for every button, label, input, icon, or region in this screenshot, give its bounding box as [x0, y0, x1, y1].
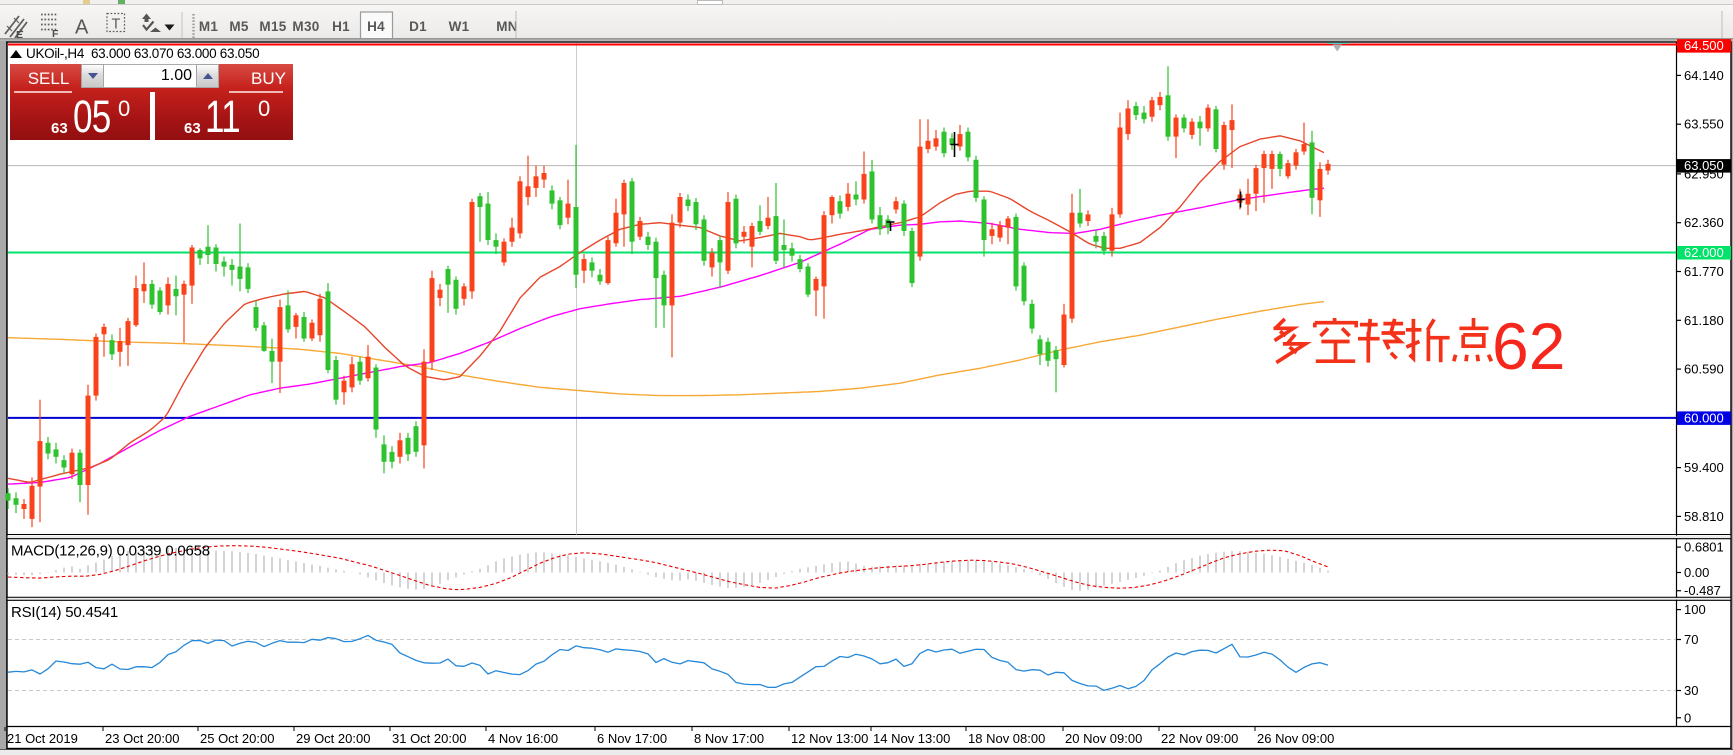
svg-text:D1: D1 — [409, 19, 427, 34]
svg-text:60.590: 60.590 — [1684, 362, 1724, 377]
svg-text:18 Nov 08:00: 18 Nov 08:00 — [968, 731, 1045, 746]
svg-text:MN: MN — [496, 19, 518, 34]
svg-text:29 Oct 20:00: 29 Oct 20:00 — [296, 731, 370, 746]
svg-text:6 Nov 17:00: 6 Nov 17:00 — [597, 731, 667, 746]
svg-text:M30: M30 — [292, 19, 319, 34]
svg-text:58.810: 58.810 — [1684, 509, 1724, 524]
svg-text:62.950: 62.950 — [1684, 166, 1724, 181]
svg-text:-0.487: -0.487 — [1684, 583, 1721, 598]
svg-text:0: 0 — [1684, 710, 1691, 725]
svg-text:12 Nov 13:00: 12 Nov 13:00 — [791, 731, 868, 746]
svg-text:A: A — [75, 17, 89, 39]
svg-text:8 Nov 17:00: 8 Nov 17:00 — [694, 731, 764, 746]
svg-text:E: E — [16, 29, 23, 38]
svg-text:M1: M1 — [199, 19, 219, 34]
svg-text:MACD(12,26,9) 0.0339 0.0658: MACD(12,26,9) 0.0339 0.0658 — [11, 543, 210, 560]
svg-text:0.6801: 0.6801 — [1684, 540, 1724, 555]
svg-text:H1: H1 — [332, 19, 350, 34]
svg-text:14 Nov 13:00: 14 Nov 13:00 — [873, 731, 950, 746]
svg-text:W1: W1 — [449, 19, 470, 34]
svg-text:H4: H4 — [367, 19, 385, 34]
svg-text:T: T — [112, 17, 121, 33]
svg-text:22 Nov 09:00: 22 Nov 09:00 — [1161, 731, 1238, 746]
svg-text:59.400: 59.400 — [1684, 460, 1724, 475]
svg-text:20 Nov 09:00: 20 Nov 09:00 — [1065, 731, 1142, 746]
svg-text:61.180: 61.180 — [1684, 313, 1724, 328]
svg-text:61.770: 61.770 — [1684, 264, 1724, 279]
svg-text:21 Oct 2019: 21 Oct 2019 — [7, 731, 78, 746]
svg-text:4 Nov 16:00: 4 Nov 16:00 — [488, 731, 558, 746]
svg-text:26 Nov 09:00: 26 Nov 09:00 — [1257, 731, 1334, 746]
svg-text:30: 30 — [1684, 683, 1698, 698]
svg-text:RSI(14) 50.4541: RSI(14) 50.4541 — [11, 604, 118, 621]
svg-text:F: F — [52, 28, 59, 38]
svg-text:62: 62 — [1492, 309, 1565, 383]
svg-text:64.140: 64.140 — [1684, 68, 1724, 83]
svg-text:63.050: 63.050 — [1684, 158, 1724, 173]
svg-text:M15: M15 — [259, 19, 286, 34]
svg-text:62.000: 62.000 — [1684, 245, 1724, 260]
svg-text:31 Oct 20:00: 31 Oct 20:00 — [392, 731, 466, 746]
svg-text:60.000: 60.000 — [1684, 410, 1724, 425]
svg-text:M5: M5 — [229, 19, 249, 34]
svg-text:23 Oct 20:00: 23 Oct 20:00 — [105, 731, 179, 746]
svg-text:100: 100 — [1684, 602, 1706, 617]
svg-text:62.360: 62.360 — [1684, 215, 1724, 230]
svg-text:70: 70 — [1684, 632, 1698, 647]
svg-text:25 Oct 20:00: 25 Oct 20:00 — [200, 731, 274, 746]
svg-text:63.550: 63.550 — [1684, 117, 1724, 132]
svg-text:60.000: 60.000 — [1684, 410, 1724, 425]
svg-text:0.00: 0.00 — [1684, 565, 1709, 580]
